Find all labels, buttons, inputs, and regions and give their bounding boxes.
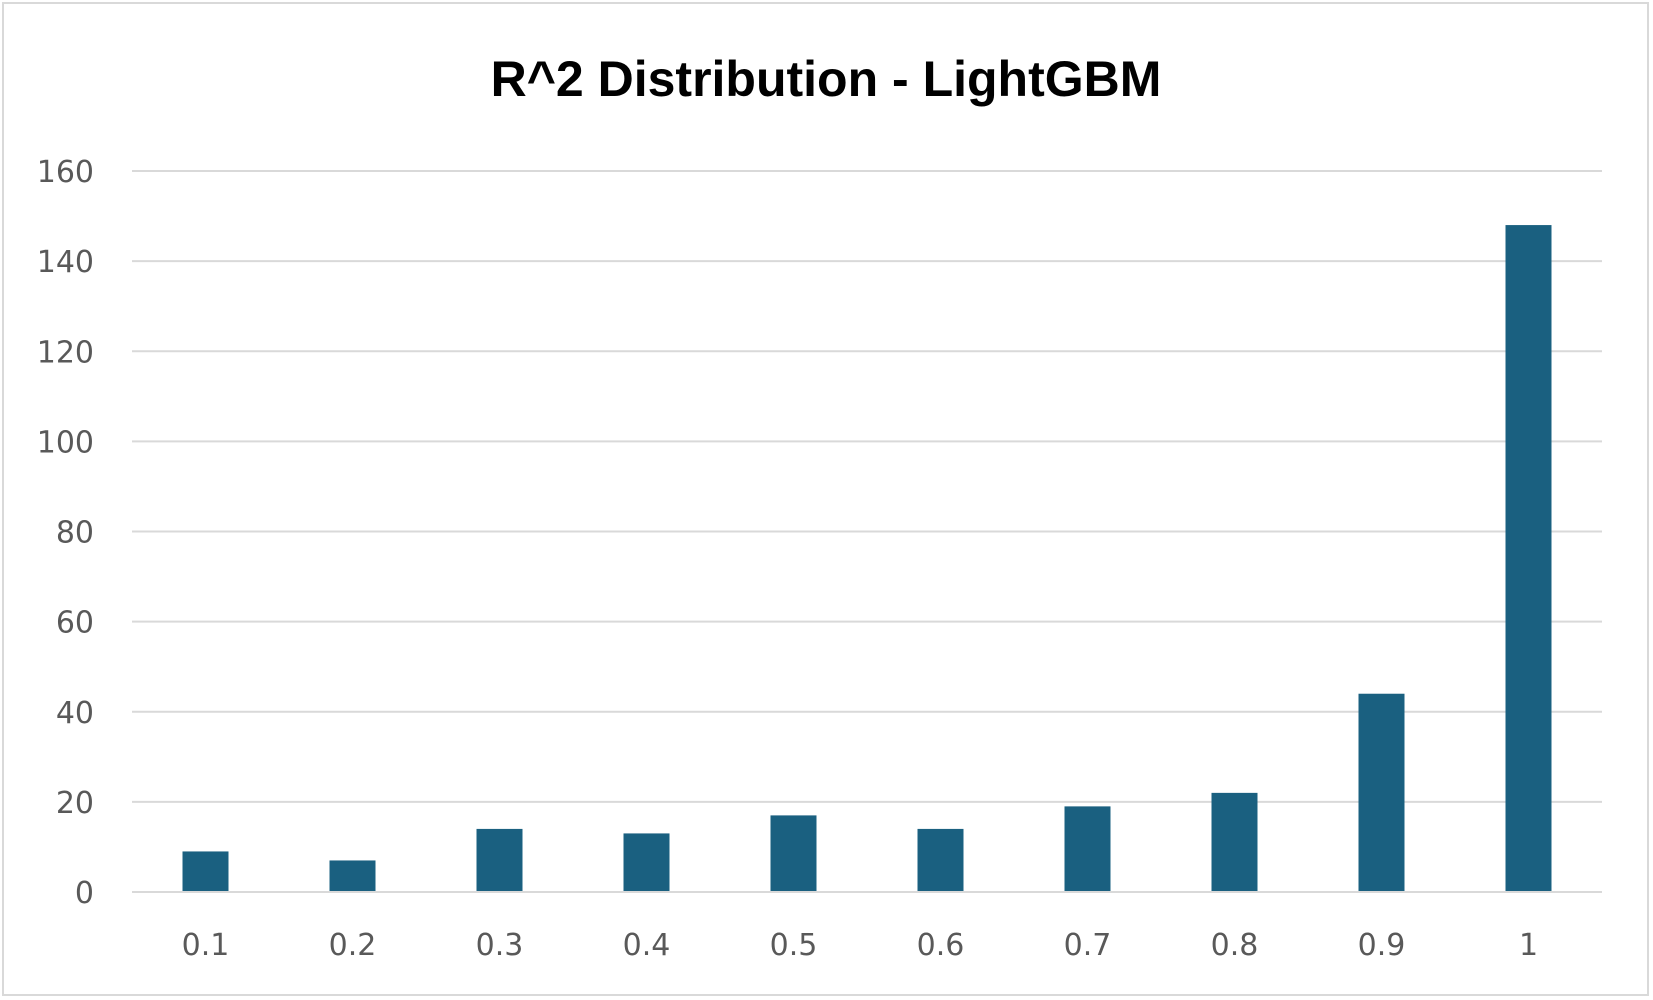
y-tick-label: 80 <box>56 516 94 551</box>
bar-0.7 <box>1064 806 1111 892</box>
bar-0.5 <box>770 815 817 892</box>
y-tick-label: 120 <box>37 335 94 370</box>
chart-title: R^2 Distribution - LightGBM <box>491 51 1162 107</box>
y-tick-label: 40 <box>56 696 94 731</box>
y-tick-label: 20 <box>56 786 94 821</box>
x-tick-label: 0.4 <box>623 928 671 963</box>
bars <box>182 225 1552 892</box>
bar-0.9 <box>1358 693 1405 892</box>
y-tick-label: 140 <box>37 245 94 280</box>
x-tick-label: 0.5 <box>770 928 818 963</box>
x-tick-label: 0.8 <box>1211 928 1259 963</box>
x-tick-label: 0.1 <box>182 928 230 963</box>
x-tick-label: 0.7 <box>1064 928 1112 963</box>
bar-0.3 <box>476 828 523 892</box>
x-tick-label: 0.2 <box>329 928 377 963</box>
x-tick-label: 0.3 <box>476 928 524 963</box>
bar-0.1 <box>182 851 229 892</box>
y-tick-label: 100 <box>37 425 94 460</box>
bar-0.4 <box>623 833 670 892</box>
x-tick-label: 0.6 <box>917 928 965 963</box>
gridlines <box>132 170 1602 803</box>
bar-0.2 <box>329 860 376 892</box>
y-tick-label: 160 <box>37 155 94 190</box>
bar-1 <box>1505 225 1552 892</box>
y-axis-tick-labels: 0 20 40 60 80 100 120 140 160 <box>37 155 94 911</box>
x-axis-tick-labels: 0.1 0.2 0.3 0.4 0.5 0.6 0.7 0.8 0.9 1 <box>182 928 1538 963</box>
y-tick-label: 0 <box>75 876 94 911</box>
bar-0.6 <box>917 828 964 892</box>
bar-0.8 <box>1211 792 1258 892</box>
x-tick-label: 0.9 <box>1358 928 1406 963</box>
y-tick-label: 60 <box>56 606 94 641</box>
x-tick-label: 1 <box>1519 928 1538 963</box>
